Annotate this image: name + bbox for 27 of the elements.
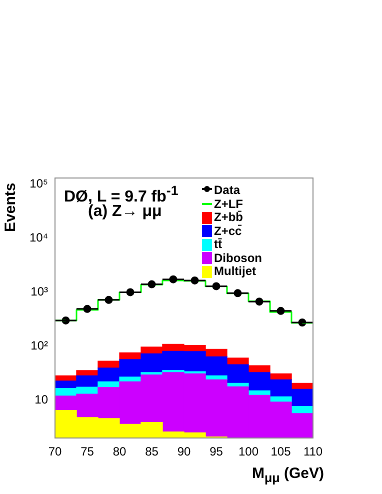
y-tick-label: 10⁴ <box>29 230 48 244</box>
x-tick-label: 70 <box>48 444 62 459</box>
legend-label: Multijet <box>214 264 256 278</box>
x-axis-title: M$_{μμ}$ (GeV) <box>252 465 324 485</box>
x-tick-label: 90 <box>177 444 191 459</box>
annotation: (a) Z→ μμ <box>88 203 162 221</box>
x-tick-label: 85 <box>145 444 159 459</box>
legend-label: Z+bb̄ <box>214 210 243 224</box>
legend-label: Data <box>214 183 240 197</box>
y-axis-title: Events <box>2 182 19 232</box>
legend-label: Diboson <box>214 250 262 264</box>
x-tick-label: 100 <box>238 444 259 459</box>
y-tick-label: 10 <box>34 392 48 407</box>
x-tick-label: 105 <box>270 444 292 459</box>
x-tick-label: 110 <box>303 444 323 459</box>
legend-label: Z+cc̄ <box>214 224 242 238</box>
bar <box>226 358 249 365</box>
bar <box>76 370 98 376</box>
y-tick-label: 10² <box>30 338 48 353</box>
legend-label: Z+LF <box>214 196 243 210</box>
x-tick-label: 75 <box>80 444 94 459</box>
y-tick-label: 10³ <box>30 284 48 299</box>
x-tick-label: 80 <box>112 444 126 459</box>
legend-label: tt̄ <box>214 237 222 251</box>
annotation: DØ, L = 9.7 fb$^{-1}$ <box>64 183 178 206</box>
x-tick-label: 95 <box>210 444 224 459</box>
y-tick-label: 10⁵ <box>30 176 48 190</box>
